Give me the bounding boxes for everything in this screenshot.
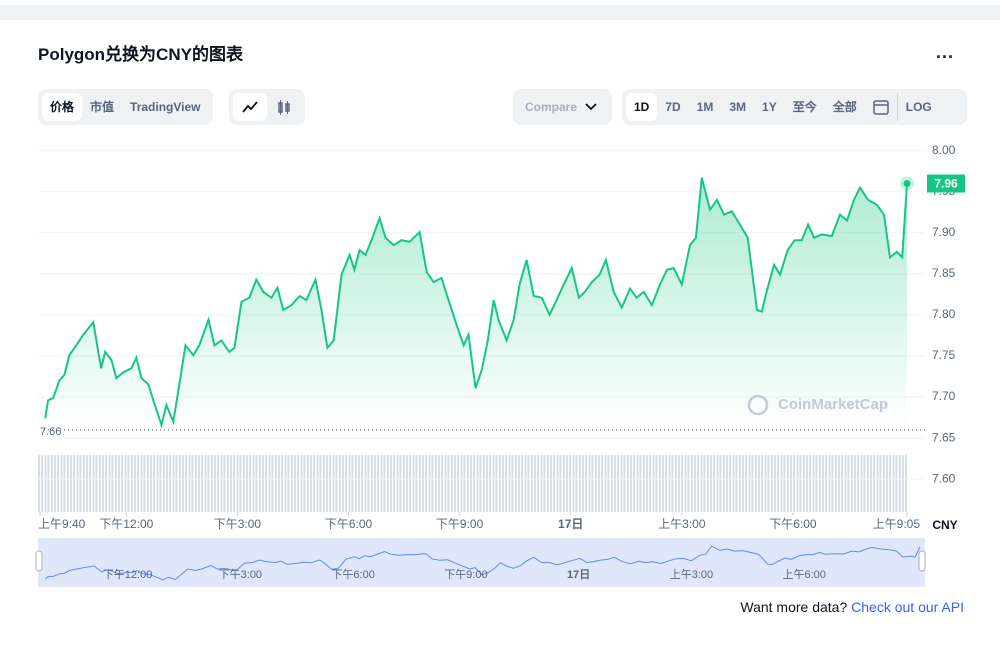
calendar-icon[interactable] xyxy=(865,93,897,121)
price-line xyxy=(44,177,908,429)
x-tick-label: 上午3:00 xyxy=(658,517,706,531)
y-tick-label: 7.80 xyxy=(932,307,956,321)
range-button[interactable]: 至今 xyxy=(792,100,817,114)
navigator-tick-label: 17日 xyxy=(567,568,590,581)
api-link[interactable]: Check out our API xyxy=(851,599,964,615)
chart-type-group xyxy=(229,89,305,125)
y-tick-label: 7.60 xyxy=(932,471,956,485)
footer-text: Want more data? xyxy=(740,599,848,615)
x-tick-label: 上午9:40 xyxy=(38,517,86,531)
navigator-tick-label: 下午9:00 xyxy=(444,568,487,581)
x-tick-label: 下午3:00 xyxy=(214,517,262,531)
x-tick-label: 下午6:00 xyxy=(325,517,373,531)
compare-dropdown[interactable]: Compare xyxy=(513,89,612,125)
navigator-line xyxy=(44,545,921,581)
x-tick-label: 17日 xyxy=(558,517,583,531)
tab-group: 价格 市值 TradingView xyxy=(38,89,213,125)
navigator-bg xyxy=(38,538,925,587)
y-tick-label: 7.65 xyxy=(932,430,956,444)
range-button[interactable]: 1Y xyxy=(762,100,777,114)
more-menu[interactable]: ... xyxy=(936,42,955,62)
volume-bars xyxy=(38,455,908,512)
y-tick-label: 7.90 xyxy=(932,225,956,239)
navigator-tick-label: 下午3:00 xyxy=(219,568,262,581)
range-group: 1D 7D 1M 3M 1Y 至今 全部 LOG xyxy=(622,89,967,125)
footer: Want more data? Check out our API xyxy=(740,599,964,615)
top-strip xyxy=(0,5,1000,20)
range-button[interactable]: 1D xyxy=(626,93,658,121)
y-tick-label: 7.85 xyxy=(932,266,956,280)
compare-label: Compare xyxy=(525,100,578,114)
navigator-tick-label: 上午3:00 xyxy=(670,568,713,581)
range-button[interactable]: 1M xyxy=(696,100,714,114)
range-button[interactable]: 7D xyxy=(665,100,681,114)
y-tick-label: 7.75 xyxy=(932,348,956,362)
navigator-tick-label: 下午6:00 xyxy=(331,568,374,581)
navigator-handle[interactable] xyxy=(35,550,43,572)
range-button[interactable]: 3M xyxy=(729,100,747,114)
navigator-handle[interactable] xyxy=(918,550,926,572)
x-tick-label: 下午12:00 xyxy=(99,517,153,531)
y-unit: CNY xyxy=(932,518,957,532)
log-button[interactable]: LOG xyxy=(896,93,940,121)
chart-title: Polygon兑换为CNY的图表 xyxy=(38,45,243,64)
candle-icon[interactable] xyxy=(267,93,301,121)
x-tick-label: 下午6:00 xyxy=(769,517,817,531)
tab[interactable]: 市值 xyxy=(90,100,115,114)
tab[interactable]: TradingView xyxy=(130,100,201,114)
navigator-tick-label: 上午6:00 xyxy=(783,568,826,581)
price-badge xyxy=(927,174,965,193)
area xyxy=(45,177,908,430)
line-icon[interactable] xyxy=(233,93,267,121)
y-tick-label: 8.00 xyxy=(932,143,956,157)
x-tick-label: 下午9:00 xyxy=(436,517,484,531)
chevron xyxy=(585,103,597,111)
navigator-tick-label: 下午12:00 xyxy=(103,568,153,581)
last-point xyxy=(903,180,911,188)
y-tick-label: 7.70 xyxy=(932,389,956,403)
range-button[interactable]: 全部 xyxy=(832,100,857,114)
x-tick-label: 上午9:05 xyxy=(873,517,921,531)
tab[interactable]: 价格 xyxy=(42,93,83,121)
price-badge-label: 7.96 xyxy=(934,177,958,191)
